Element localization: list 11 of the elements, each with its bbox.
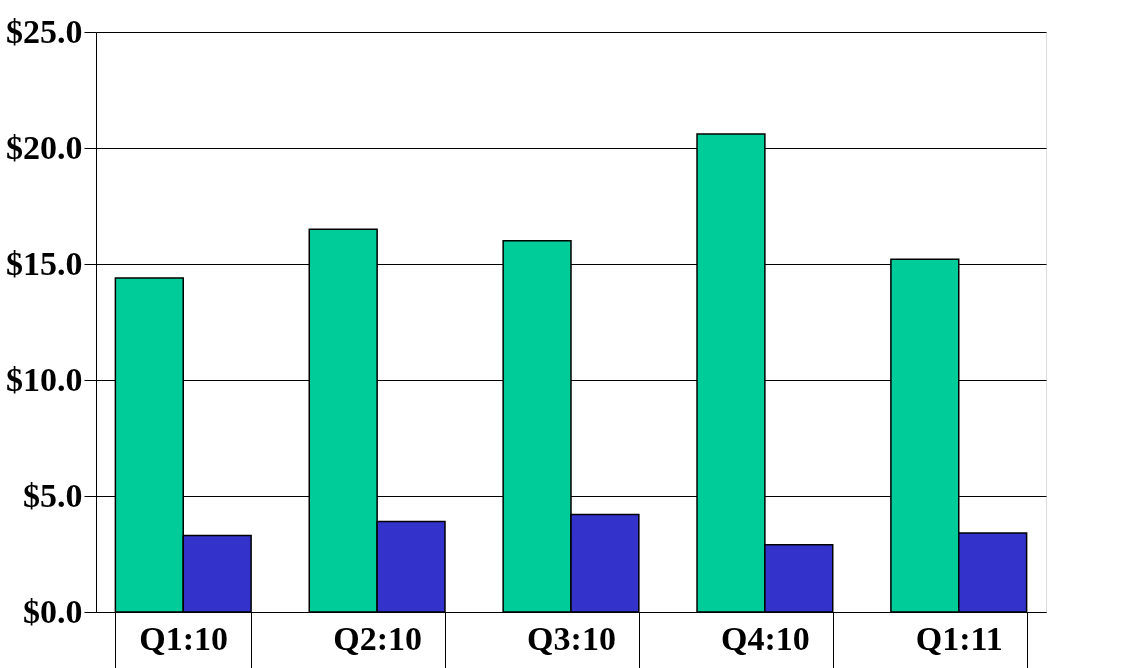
x-tick-label: Q1:10: [139, 619, 229, 657]
y-tick-label: $20.0: [6, 128, 83, 166]
x-tick-label: Q4:10: [720, 619, 810, 657]
x-tick-label: Q3:10: [527, 619, 616, 657]
y-tick-label: $15.0: [6, 244, 83, 282]
y-tick-label: $0.0: [23, 592, 83, 630]
y-tick-label: $10.0: [6, 360, 83, 398]
x-tick-label: Q1:11: [915, 619, 1003, 657]
x-tick-label: Q2:10: [333, 619, 423, 657]
y-tick-label: $5.0: [23, 476, 83, 514]
y-tick-label: $25.0: [6, 12, 83, 50]
